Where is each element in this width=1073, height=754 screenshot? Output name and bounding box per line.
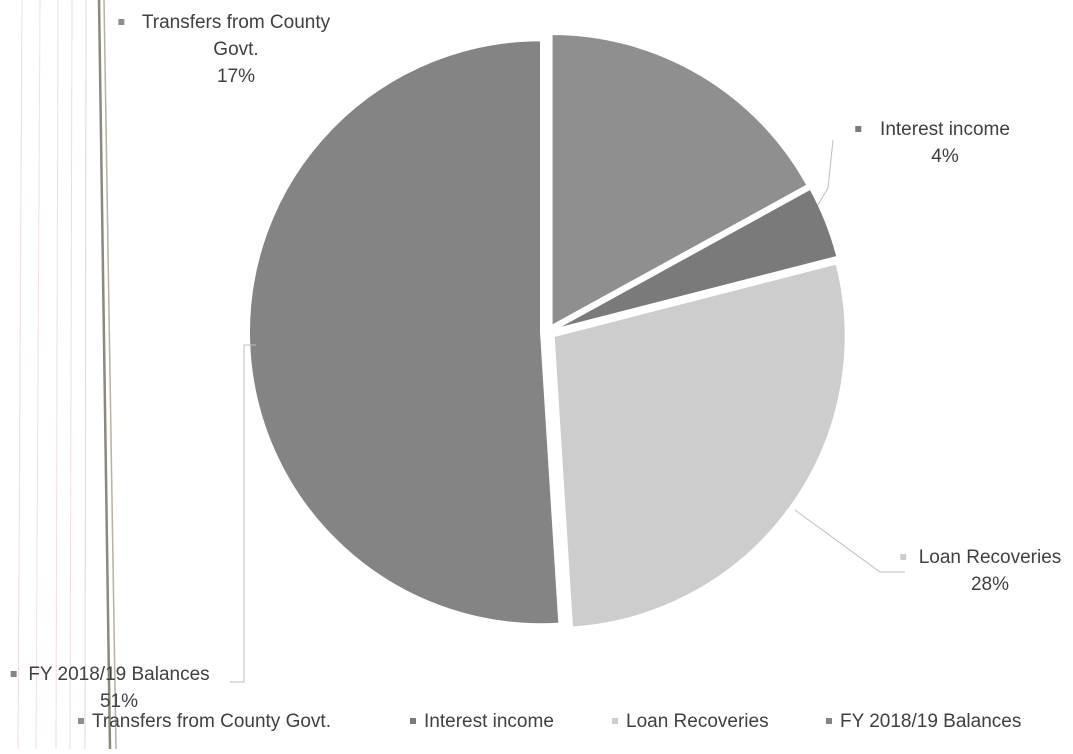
leader-lines: [230, 139, 905, 683]
data-label-line: Govt.: [213, 39, 258, 60]
data-label-percent: 17%: [217, 66, 255, 87]
legend-marker-loan-recoveries: [612, 718, 618, 724]
data-labels: Transfers from County Govt. 17% Interest in…: [10, 12, 1062, 712]
legend-marker-transfers-from-county-govt: [78, 718, 84, 724]
leader-line-loan-recoveries: [794, 509, 905, 573]
data-label-line: Interest income: [880, 119, 1010, 140]
legend-label-transfers-from-county-govt: Transfers from County Govt.: [92, 711, 331, 732]
leader-line-fy-2018-19-balances: [230, 344, 256, 683]
legend: Transfers from County Govt. Interest inco…: [78, 711, 1021, 732]
pie-slice-loan-recoveries: [552, 262, 847, 629]
data-label-marker-transfers-from-county-govt: [118, 19, 125, 25]
data-label-marker-interest-income: [855, 126, 862, 132]
leader-line-interest-income: [817, 139, 834, 206]
data-label-percent: 28%: [971, 574, 1009, 595]
scan-artifacts: [17, 0, 117, 750]
data-label-percent: 4%: [931, 146, 959, 167]
pie-slices: [248, 32, 847, 629]
data-label-line: FY 2018/19 Balances: [28, 664, 209, 685]
data-label-fy-2018-19-balances: FY 2018/19 Balances 51%: [28, 664, 209, 712]
data-label-line: Transfers from County: [142, 12, 331, 33]
data-label-line: Loan Recoveries: [919, 547, 1062, 568]
data-label-loan-recoveries: Loan Recoveries 28%: [919, 547, 1062, 595]
pie-slice-transfers-from-county-govt: [550, 32, 809, 328]
data-label-marker-fy-2018-19-balances: [10, 671, 17, 677]
legend-label-loan-recoveries: Loan Recoveries: [626, 711, 769, 732]
data-label-marker-loan-recoveries: [900, 554, 907, 560]
pie-slice-fy-2018-19-balances: [248, 39, 561, 626]
data-label-percent: 51%: [100, 691, 138, 712]
data-label-transfers-from-county-govt: Transfers from County Govt. 17%: [142, 12, 331, 87]
legend-marker-interest-income: [410, 718, 416, 724]
legend-label-interest-income: Interest income: [424, 711, 554, 732]
pie-slice-interest-income: [554, 187, 839, 331]
legend-marker-fy-2018-19-balances: [826, 718, 832, 724]
legend-label-fy-2018-19-balances: FY 2018/19 Balances: [840, 711, 1021, 732]
data-label-interest-income: Interest income 4%: [880, 119, 1010, 167]
